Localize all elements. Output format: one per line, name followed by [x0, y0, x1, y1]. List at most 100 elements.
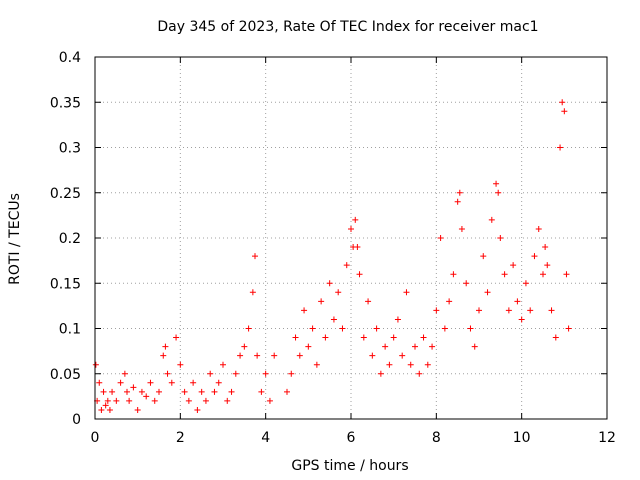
data-point [394, 316, 401, 323]
data-point [377, 370, 384, 377]
data-point [266, 397, 273, 404]
data-point [390, 334, 397, 341]
data-point [318, 298, 325, 305]
data-point [177, 361, 184, 368]
data-point [463, 280, 470, 287]
data-point [518, 316, 525, 323]
data-point [531, 253, 538, 260]
data-point [373, 325, 380, 332]
data-point [446, 298, 453, 305]
y-tick-label: 0.35 [50, 95, 81, 111]
data-point [168, 379, 175, 386]
data-point [356, 271, 363, 278]
data-point [501, 271, 508, 278]
data-point [514, 298, 521, 305]
data-point [258, 388, 265, 395]
data-point [484, 289, 491, 296]
data-point [476, 307, 482, 314]
data-point [241, 343, 248, 350]
data-point [471, 343, 478, 350]
data-point [156, 388, 162, 395]
data-points [92, 99, 572, 413]
data-point [237, 352, 244, 359]
y-tick-label: 0 [72, 412, 81, 428]
data-point [412, 343, 418, 350]
data-point [488, 216, 495, 223]
data-point [96, 379, 103, 386]
data-point [121, 370, 128, 377]
data-point [215, 379, 222, 386]
data-point [326, 280, 333, 287]
data-point [143, 393, 150, 400]
data-point [301, 307, 308, 314]
data-point [109, 388, 116, 395]
x-axis-label: GPS time / hours [291, 458, 408, 474]
data-point [151, 397, 158, 404]
data-point [542, 244, 549, 251]
data-point [382, 343, 389, 350]
data-point [458, 225, 465, 232]
y-tick-label: 0.1 [59, 322, 81, 338]
x-tick-label: 4 [261, 430, 270, 446]
data-point [544, 262, 551, 269]
data-point [130, 384, 137, 391]
data-point [561, 108, 568, 115]
data-point [563, 271, 570, 278]
data-point [365, 298, 372, 305]
data-point [245, 325, 252, 332]
data-point [369, 352, 376, 359]
data-point [271, 352, 278, 359]
data-point [399, 352, 406, 359]
data-point [540, 271, 546, 278]
data-point [493, 180, 500, 187]
data-point [450, 271, 457, 278]
data-point [348, 225, 354, 232]
data-point [211, 388, 218, 395]
data-point [386, 361, 393, 368]
data-point [284, 388, 290, 395]
data-point [456, 189, 463, 196]
grid-lines [95, 57, 607, 419]
data-point [138, 388, 145, 395]
data-point [92, 361, 99, 368]
axis-ticks [94, 56, 608, 420]
data-point [254, 352, 261, 359]
x-tick-label: 8 [432, 430, 441, 446]
data-point [497, 235, 504, 241]
data-point [429, 343, 436, 350]
x-axis-tick-labels: 0 2 4 6 8 10 12 [91, 430, 616, 446]
data-point [249, 289, 256, 296]
data-point [510, 262, 517, 269]
data-point [495, 189, 502, 196]
x-tick-label: 2 [176, 430, 185, 446]
data-point [164, 370, 171, 377]
data-point [232, 370, 239, 377]
data-point [147, 379, 154, 386]
data-point [220, 361, 226, 368]
data-point [198, 388, 205, 395]
y-tick-label: 0.05 [50, 367, 81, 383]
data-point [228, 388, 235, 395]
x-tick-label: 12 [598, 430, 616, 446]
chart-title: Day 345 of 2023, Rate Of TEC Index for r… [157, 19, 538, 35]
data-point [354, 244, 361, 251]
y-axis-label: ROTI / TECUs [7, 193, 23, 285]
data-point [98, 406, 105, 413]
data-point [126, 397, 133, 404]
y-tick-label: 0.3 [59, 141, 81, 157]
data-point [407, 361, 414, 368]
data-point [309, 325, 316, 332]
data-point [102, 402, 109, 409]
data-point [535, 225, 542, 232]
data-point [437, 235, 444, 241]
data-point [454, 198, 461, 205]
x-tick-label: 0 [91, 430, 100, 446]
y-tick-label: 0.15 [50, 276, 81, 292]
y-tick-label: 0.25 [50, 186, 81, 202]
data-point [181, 388, 188, 395]
data-point [552, 334, 559, 341]
data-point [420, 334, 427, 341]
data-point [202, 397, 209, 404]
data-point [352, 216, 359, 223]
data-point [296, 352, 303, 359]
